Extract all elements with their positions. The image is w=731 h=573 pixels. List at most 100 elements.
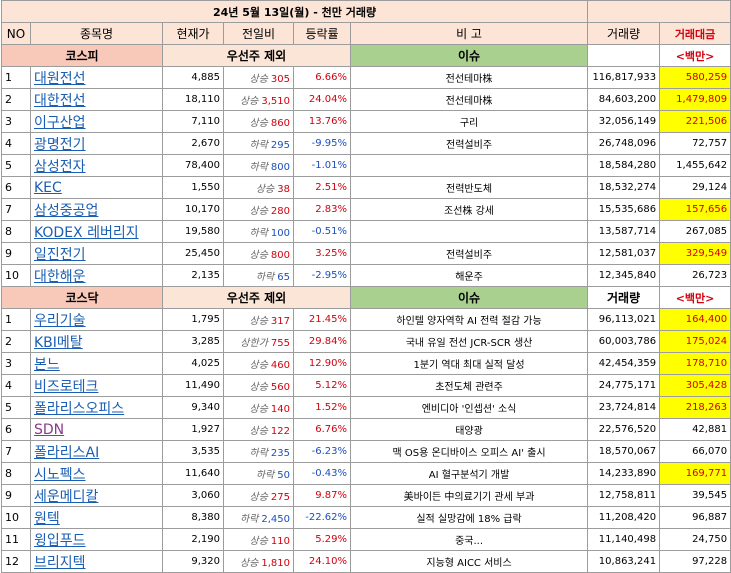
- price-cell: 2,670: [162, 132, 224, 155]
- row-no: 3: [1, 352, 31, 375]
- kosdaq-row: 8 시노펙스 11,640 하락 50 -0.43% AI 혈구분석기 개발 14,233,8…: [1, 462, 731, 485]
- change-value: 2,450: [261, 514, 290, 525]
- row-no: 9: [1, 242, 31, 265]
- amount-cell: 169,771: [659, 462, 731, 485]
- volume-cell: 14,233,890: [587, 462, 661, 485]
- change-cell: 하락 2,450: [223, 506, 294, 529]
- change-direction: 상승: [249, 404, 268, 415]
- volume-cell: 18,584,280: [587, 154, 661, 177]
- issue-cell: 지능형 AICC 서비스: [349, 550, 589, 573]
- stock-name-link[interactable]: KODEX 레버리지: [30, 220, 163, 243]
- row-no: 5: [1, 396, 31, 419]
- change-cell: 상승 275: [223, 484, 294, 507]
- change-cell: 상승 140: [223, 396, 294, 419]
- header-no: NO: [1, 22, 31, 45]
- stock-name-link[interactable]: KEC: [30, 176, 163, 199]
- stock-name-link[interactable]: 세운메디칼: [30, 484, 163, 507]
- amount-cell: 178,710: [659, 352, 731, 375]
- stock-name-link[interactable]: 대한해운: [30, 264, 163, 287]
- rate-cell: 21.45%: [293, 308, 351, 331]
- row-no: 8: [1, 220, 31, 243]
- kosdaq-section-row: 코스닥 우선주 제외 이슈 거래량 <백만>: [1, 286, 731, 309]
- change-value: 800: [270, 250, 290, 261]
- stock-name-link[interactable]: 폴라리스오피스: [30, 396, 163, 419]
- price-cell: 25,450: [162, 242, 224, 265]
- change-value: 122: [270, 426, 290, 437]
- amount-cell: 305,428: [659, 374, 731, 397]
- amount-cell: 39,545: [659, 484, 731, 507]
- stock-name-link[interactable]: 윙입푸드: [30, 528, 163, 551]
- volume-cell: 84,603,200: [587, 88, 661, 111]
- rate-cell: -2.95%: [293, 264, 351, 287]
- row-no: 10: [1, 264, 31, 287]
- amount-cell: 267,085: [659, 220, 731, 243]
- stock-name-link[interactable]: 광명전기: [30, 132, 163, 155]
- stock-name-link[interactable]: 우리기술: [30, 308, 163, 331]
- issue-cell: 엔비디아 '인셉션' 소식: [349, 396, 589, 419]
- stock-name-link[interactable]: 대원전선: [30, 66, 163, 89]
- stock-name-link[interactable]: 본느: [30, 352, 163, 375]
- amount-cell: 221,506: [659, 110, 731, 133]
- kosdaq-row: 3 본느 4,025 상승 460 12.90% 1분기 역대 최대 실적 달성 42,454…: [1, 352, 731, 375]
- rate-cell: 1.52%: [293, 396, 351, 419]
- price-cell: 19,580: [162, 220, 224, 243]
- header-change: 전일비: [223, 22, 294, 45]
- kosdaq-row: 9 세운메디칼 3,060 상승 275 9.87% 美바이든 中의료기기 관세 부과 12,…: [1, 484, 731, 507]
- title-cell: 24년 5월 13일(월) - 천만 거래량: [0, 0, 589, 23]
- row-no: 9: [1, 484, 31, 507]
- kosdaq-issue-label: 이슈: [349, 286, 589, 309]
- rate-cell: -9.95%: [293, 132, 351, 155]
- issue-cell: 美바이든 中의료기기 관세 부과: [349, 484, 589, 507]
- issue-cell: 초전도체 관련주: [349, 374, 589, 397]
- change-cell: 상승 1,810: [223, 550, 294, 573]
- issue-cell: 중국...: [349, 528, 589, 551]
- issue-cell: 구리: [349, 110, 589, 133]
- kosdaq-section-label: 코스닥: [1, 286, 163, 309]
- stock-name-link[interactable]: 삼성중공업: [30, 198, 163, 221]
- kospi-row: 7 삼성중공업 10,170 상승 280 2.83% 조선株 강세 15,535,686 15…: [1, 198, 731, 221]
- stock-name-link[interactable]: 브리지텍: [30, 550, 163, 573]
- amount-cell: 26,723: [659, 264, 731, 287]
- row-no: 6: [1, 176, 31, 199]
- change-cell: 상승 3,510: [223, 88, 294, 111]
- header-row: NO 종목명 현재가 전일비 등락률 비 고 거래량 거래대금: [1, 22, 731, 45]
- stock-name-link[interactable]: 대한전선: [30, 88, 163, 111]
- volume-cell: 32,056,149: [587, 110, 661, 133]
- volume-cell: 26,748,096: [587, 132, 661, 155]
- change-value: 860: [270, 118, 290, 129]
- stock-name-link[interactable]: 원텍: [30, 506, 163, 529]
- kosdaq-row: 5 폴라리스오피스 9,340 상승 140 1.52% 엔비디아 '인셉션' 소식 23,7…: [1, 396, 731, 419]
- change-value: 275: [270, 492, 290, 503]
- change-direction: 상승: [255, 184, 275, 195]
- stock-name-link[interactable]: 일진전기: [30, 242, 163, 265]
- change-cell: 하락 65: [223, 264, 294, 287]
- rate-cell: 6.66%: [293, 66, 351, 89]
- price-cell: 7,110: [162, 110, 224, 133]
- change-direction: 상승: [239, 558, 259, 569]
- issue-cell: 조선株 강세: [349, 198, 589, 221]
- kospi-volume-blank: [587, 44, 661, 67]
- stock-name-link[interactable]: 삼성전자: [30, 154, 163, 177]
- amount-cell: 24,750: [659, 528, 731, 551]
- change-direction: 하락: [249, 162, 268, 173]
- stock-name-link[interactable]: 이구산업: [30, 110, 163, 133]
- kosdaq-row: 7 폴라리스AI 3,535 하락 235 -6.23% 맥 OS용 온디바이스 오피스 A…: [1, 440, 731, 463]
- stock-name-link[interactable]: KBI메탈: [30, 330, 163, 353]
- kospi-row: 9 일진전기 25,450 상승 800 3.25% 전력설비주 12,581,037 329,…: [1, 242, 731, 265]
- change-value: 50: [277, 470, 290, 481]
- stock-name-link[interactable]: SDN: [30, 418, 163, 441]
- amount-cell: 97,228: [659, 550, 731, 573]
- change-cell: 상한가 755: [223, 330, 294, 353]
- kospi-section-row: 코스피 우선주 제외 이슈 <백만>: [1, 44, 731, 67]
- change-value: 800: [270, 162, 290, 173]
- kospi-row: 5 삼성전자 78,400 하락 800 -1.01% 18,584,280 1,455,64…: [1, 154, 731, 177]
- volume-cell: 12,758,811: [587, 484, 661, 507]
- change-value: 755: [270, 338, 290, 349]
- change-cell: 상승 460: [223, 352, 294, 375]
- stock-name-link[interactable]: 폴라리스AI: [30, 440, 163, 463]
- stock-name-link[interactable]: 비즈로테크: [30, 374, 163, 397]
- stock-name-link[interactable]: 시노펙스: [30, 462, 163, 485]
- kospi-filter-label: 우선주 제외: [162, 44, 351, 67]
- change-value: 317: [270, 316, 290, 327]
- issue-cell: 전선테마株: [349, 66, 589, 89]
